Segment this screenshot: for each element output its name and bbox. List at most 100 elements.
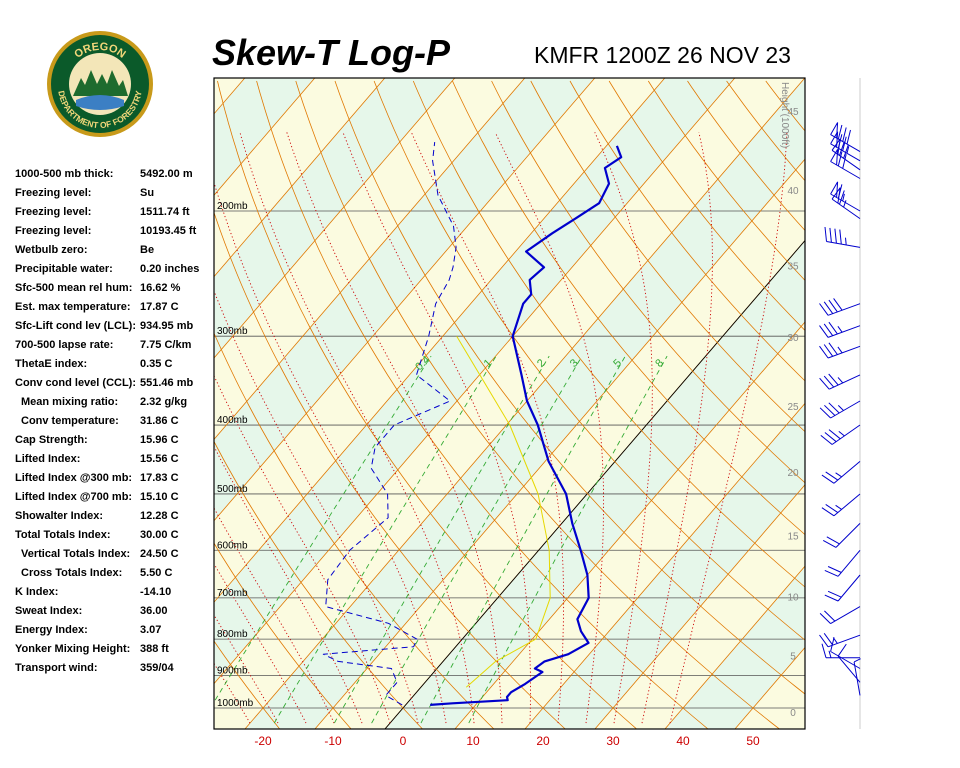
wind-barb (831, 187, 861, 220)
height-tick-label: 35 (787, 261, 799, 272)
mixing-ratio-line (214, 355, 432, 703)
index-value: 7.75 C/km (140, 339, 192, 351)
index-row: Wetbulb zero: Be (15, 244, 215, 263)
index-row: Energy Index: 3.07 (15, 624, 215, 643)
index-value: -14.10 (140, 586, 172, 598)
index-label: Sweat Index: (15, 605, 83, 617)
mixing-ratio-line (273, 355, 497, 724)
index-value: 0.20 inches (140, 263, 200, 275)
isotherm-line (214, 78, 596, 522)
dry-adiabat-line (214, 440, 423, 729)
index-row: Precipitable water: 0.20 inches (15, 263, 215, 282)
index-label: Sfc-Lift cond lev (LCL): (15, 320, 136, 332)
height-tick-label: 15 (787, 531, 799, 542)
index-label: Mean mixing ratio: (21, 396, 119, 408)
height-tick-label: 45 (787, 107, 799, 118)
index-label: Lifted Index @300 mb: (15, 472, 133, 484)
index-value: 5492.00 m (140, 168, 193, 180)
wind-barb (820, 424, 861, 445)
index-row: Freezing level: 10193.45 ft (15, 225, 215, 244)
index-row: Lifted Index @300 mb: 17.83 C (15, 472, 215, 491)
index-value: 15.10 C (140, 491, 179, 503)
index-label: Freezing level: (15, 206, 92, 218)
index-label: Conv temperature: (21, 415, 119, 427)
index-value: 551.46 mb (140, 377, 194, 389)
wind-barb (819, 298, 861, 316)
moist-adiabat-line (494, 132, 605, 724)
index-label: ThetaE index: (15, 358, 88, 370)
index-label: Cross Totals Index: (21, 567, 123, 579)
stability-indices-panel: 1000-500 mb thick: 5492.00 m Freezing leve… (15, 168, 215, 681)
x-tick-label: 50 (746, 734, 760, 748)
dry-adiabat-line (452, 80, 805, 536)
index-row: Cap Strength: 15.96 C (15, 434, 215, 453)
x-tick-label: 10 (466, 734, 480, 748)
mixing-ratio-line (334, 355, 550, 724)
dry-adiabat-line (217, 80, 637, 729)
pressure-label: 300mb (217, 326, 248, 337)
x-tick-label: -10 (324, 734, 342, 748)
index-row: Vertical Totals Index: 24.50 C (15, 548, 215, 567)
index-value: 3.07 (140, 624, 162, 636)
height-axis-label: Height (1000ft) (779, 82, 790, 148)
pressure-label: 500mb (217, 484, 248, 495)
index-value: 12.28 C (140, 510, 179, 522)
index-value: 10193.45 ft (140, 225, 197, 237)
index-label: Est. max temperature: (15, 301, 131, 313)
index-label: Lifted Index @700 mb: (15, 491, 133, 503)
mixing-ratio-line (371, 355, 583, 724)
wind-barb (819, 342, 861, 359)
wind-barb (821, 461, 861, 484)
index-row: Yonker Mixing Height: 388 ft (15, 643, 215, 662)
pressure-label: 800mb (217, 629, 248, 640)
dry-adiabat-line (491, 80, 805, 484)
index-value: 16.62 % (140, 282, 181, 294)
pressure-label: 1000mb (217, 698, 254, 709)
height-tick-label: 20 (787, 468, 799, 479)
index-label: Transport wind: (15, 662, 98, 674)
dry-adiabat-line (214, 211, 566, 729)
wind-barb (830, 149, 861, 179)
index-row: K Index: -14.10 (15, 586, 215, 605)
index-row: Total Totals Index: 30.00 C (15, 529, 215, 548)
index-value: 15.96 C (140, 434, 179, 446)
index-label: Vertical Totals Index: (21, 548, 131, 560)
wind-barb (831, 138, 861, 171)
index-label: Yonker Mixing Height: (15, 643, 131, 655)
index-label: Lifted Index: (15, 453, 81, 465)
index-value: 5.50 C (140, 567, 173, 579)
wind-barb (824, 226, 861, 248)
wind-barb (819, 373, 861, 390)
dry-adiabat-line (412, 80, 805, 588)
index-value: 15.56 C (140, 453, 179, 465)
dry-adiabat-line (608, 80, 805, 332)
index-value: 17.87 C (140, 301, 179, 313)
wind-barb (819, 633, 861, 648)
index-row: Cross Totals Index: 5.50 C (15, 567, 215, 586)
dewpoint-trace-line (322, 142, 457, 706)
x-tick-label: 30 (606, 734, 620, 748)
moist-adiabat-line (214, 374, 391, 724)
dry-adiabat-line (373, 80, 805, 641)
chart-title: Skew-T Log-P (212, 32, 451, 73)
index-row: Conv temperature: 31.86 C (15, 415, 215, 434)
moist-adiabat-line (594, 132, 653, 724)
dry-adiabat-line (530, 80, 805, 433)
isotherm-line (214, 78, 736, 685)
index-label: 1000-500 mb thick: (15, 168, 114, 180)
isotherm-line (244, 78, 805, 729)
index-row: Mean mixing ratio: 2.32 g/kg (15, 396, 215, 415)
dry-adiabat-line (256, 80, 709, 729)
isotherm-line (454, 321, 805, 729)
index-value: 2.32 g/kg (140, 396, 188, 408)
height-tick-label: 40 (787, 186, 799, 197)
wind-barb (819, 400, 861, 419)
station-time-label: KMFR 1200Z 26 NOV 23 (534, 42, 791, 68)
index-value: 1511.74 ft (140, 206, 190, 218)
index-label: 700-500 lapse rate: (15, 339, 114, 351)
index-value: 24.50 C (140, 548, 179, 560)
index-value: 388 ft (140, 643, 169, 655)
index-row: 700-500 lapse rate: 7.75 C/km (15, 339, 215, 358)
index-value: 30.00 C (140, 529, 179, 541)
x-tick-label: -20 (254, 734, 272, 748)
